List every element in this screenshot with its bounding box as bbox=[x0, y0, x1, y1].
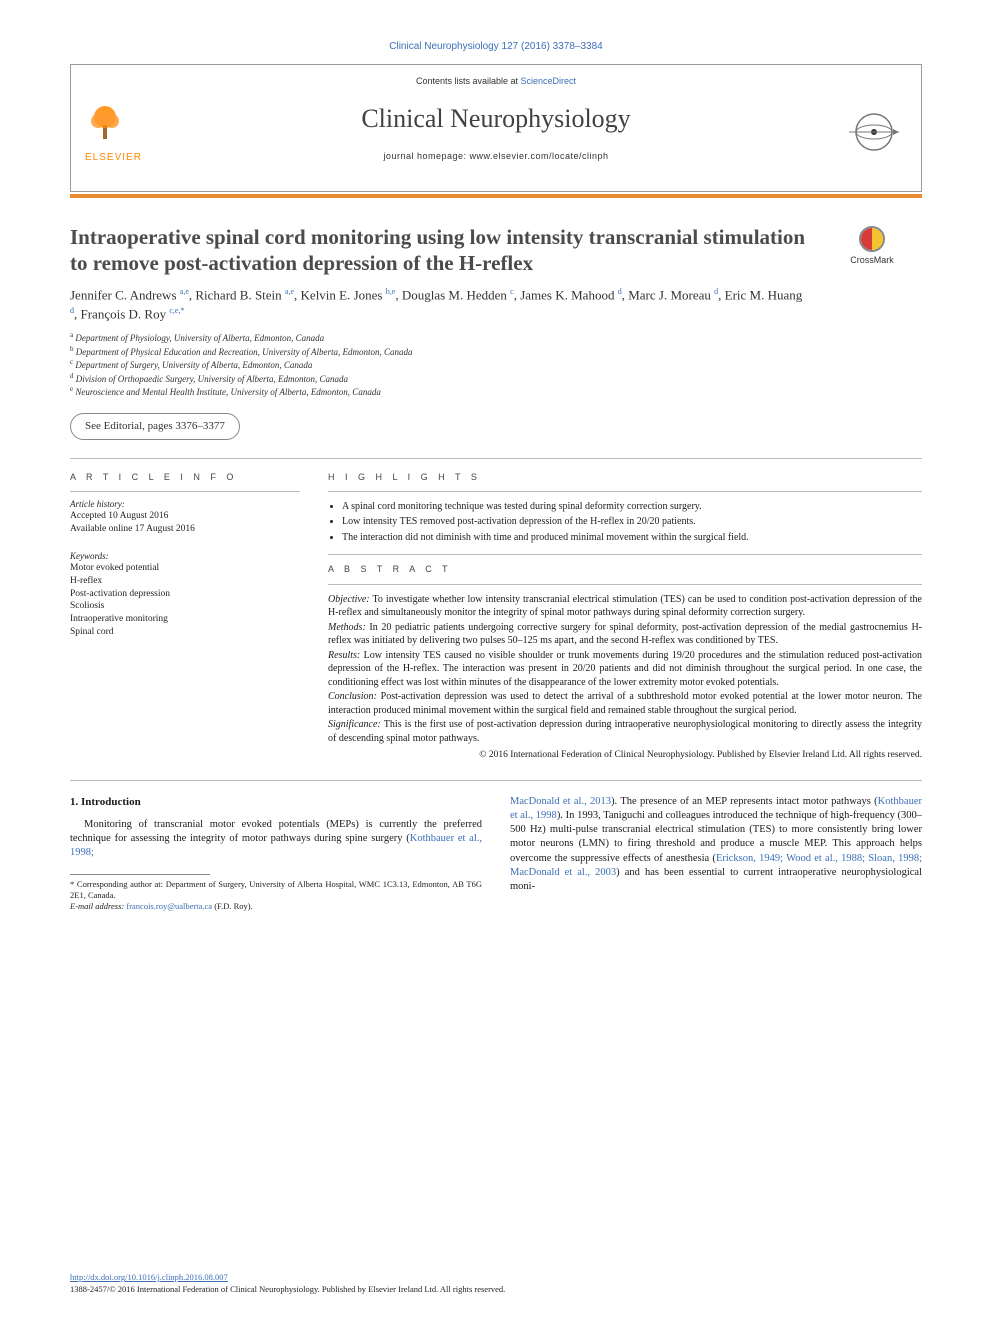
intro-para-right: MacDonald et al., 2013). The presence of… bbox=[510, 795, 922, 894]
crossmark-icon bbox=[859, 226, 885, 252]
contents-prefix: Contents lists available at bbox=[416, 76, 521, 86]
keywords-list: Motor evoked potentialH-reflexPost-activ… bbox=[70, 562, 300, 639]
affiliation-list: a Department of Physiology, University o… bbox=[70, 331, 812, 399]
highlights-list: A spinal cord monitoring technique was t… bbox=[328, 500, 922, 545]
mini-divider bbox=[328, 554, 922, 555]
abstract-body: Objective: To investigate whether low in… bbox=[328, 593, 922, 746]
section-divider bbox=[70, 458, 922, 459]
highlight-item: Low intensity TES removed post-activatio… bbox=[342, 515, 922, 529]
corresponding-author-note: * Corresponding author at: Department of… bbox=[70, 879, 482, 901]
accent-divider bbox=[70, 194, 922, 198]
highlights-heading: H I G H L I G H T S bbox=[328, 471, 922, 483]
journal-masthead: ELSEVIER Contents lists available at Sci… bbox=[70, 64, 922, 192]
running-head: Clinical Neurophysiology 127 (2016) 3378… bbox=[70, 40, 922, 54]
mini-divider bbox=[328, 584, 922, 585]
keywords-heading: Keywords: bbox=[70, 550, 300, 562]
mini-divider bbox=[70, 491, 300, 492]
email-label: E-mail address: bbox=[70, 901, 124, 911]
history-heading: Article history: bbox=[70, 498, 300, 510]
editorial-note-pill[interactable]: See Editorial, pages 3376–3377 bbox=[70, 413, 240, 440]
issn-copyright-line: 1388-2457/© 2016 International Federatio… bbox=[70, 1284, 505, 1294]
intro-text: ). The presence of an MEP represents int… bbox=[611, 796, 878, 807]
journal-cover-icon bbox=[841, 99, 907, 165]
citation-link[interactable]: MacDonald et al., 2013 bbox=[510, 796, 611, 807]
author-list: Jennifer C. Andrews a,e, Richard B. Stei… bbox=[70, 286, 812, 323]
doi-link[interactable]: http://dx.doi.org/10.1016/j.clinph.2016.… bbox=[70, 1272, 228, 1282]
corresponding-email-link[interactable]: francois.roy@ualberta.ca bbox=[126, 901, 212, 911]
highlight-item: The interaction did not diminish with ti… bbox=[342, 531, 922, 545]
highlight-item: A spinal cord monitoring technique was t… bbox=[342, 500, 922, 514]
article-info-heading: A R T I C L E I N F O bbox=[70, 471, 300, 483]
section-number: 1. bbox=[70, 796, 78, 808]
article-title: Intraoperative spinal cord monitoring us… bbox=[70, 224, 812, 277]
contents-available-line: Contents lists available at ScienceDirec… bbox=[85, 75, 907, 87]
section-title: Introduction bbox=[81, 796, 141, 808]
mini-divider bbox=[328, 491, 922, 492]
journal-title: Clinical Neurophysiology bbox=[85, 101, 907, 136]
intro-para-left: Monitoring of transcranial motor evoked … bbox=[70, 818, 482, 861]
footnote-rule bbox=[70, 874, 210, 875]
abstract-copyright: © 2016 International Federation of Clini… bbox=[328, 749, 922, 762]
sciencedirect-link[interactable]: ScienceDirect bbox=[521, 76, 577, 86]
elsevier-logo: ELSEVIER bbox=[85, 103, 141, 173]
history-body: Accepted 10 August 2016Available online … bbox=[70, 510, 300, 536]
elsevier-tree-icon bbox=[85, 103, 125, 143]
crossmark-badge[interactable]: CrossMark bbox=[822, 226, 922, 266]
section-heading-intro: 1. Introduction bbox=[70, 795, 482, 810]
journal-homepage: journal homepage: www.elsevier.com/locat… bbox=[85, 150, 907, 162]
elsevier-wordmark: ELSEVIER bbox=[85, 151, 141, 165]
crossmark-label: CrossMark bbox=[850, 255, 894, 265]
email-attribution: (F.D. Roy). bbox=[214, 901, 253, 911]
footnotes: * Corresponding author at: Department of… bbox=[70, 879, 482, 912]
page-footer: http://dx.doi.org/10.1016/j.clinph.2016.… bbox=[70, 1272, 922, 1295]
abstract-heading: A B S T R A C T bbox=[328, 563, 922, 575]
